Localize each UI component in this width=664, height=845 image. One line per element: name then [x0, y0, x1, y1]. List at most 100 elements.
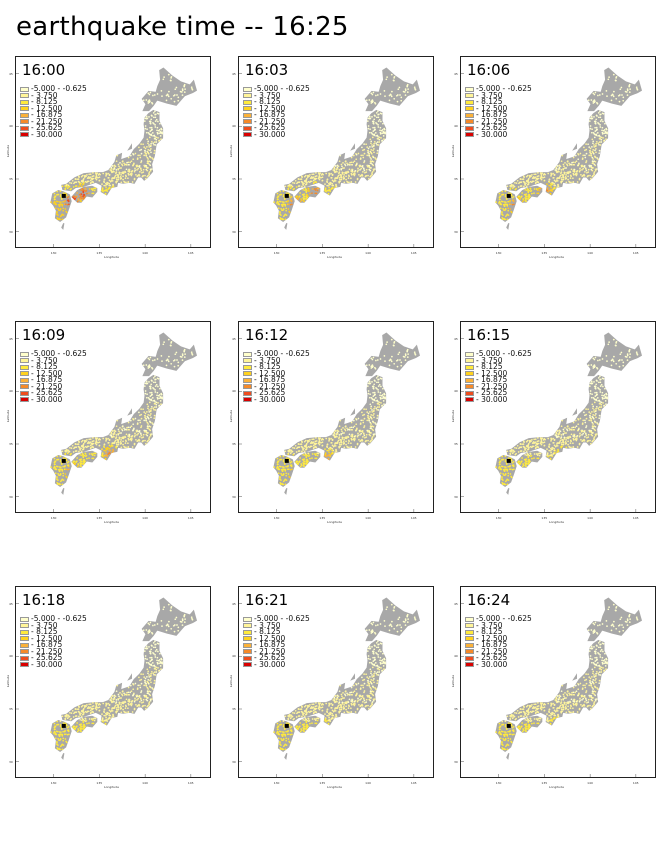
- station-point: [136, 423, 139, 425]
- station-point: [304, 439, 307, 442]
- station-point: [80, 447, 82, 450]
- station-point: [339, 173, 342, 176]
- station-point: [597, 407, 600, 410]
- station-point: [145, 419, 147, 422]
- x-tick-label: 145: [187, 781, 194, 785]
- station-point: [314, 705, 317, 708]
- station-point: [378, 141, 381, 143]
- station-point: [292, 446, 294, 449]
- station-point: [296, 463, 299, 466]
- station-point: [520, 450, 523, 452]
- station-point: [127, 707, 129, 710]
- station-point: [86, 710, 89, 713]
- legend-label: - 21.250: [31, 116, 63, 126]
- station-point: [127, 439, 130, 441]
- station-point: [134, 152, 137, 155]
- station-point: [122, 443, 124, 446]
- station-point: [154, 667, 156, 670]
- station-point: [380, 385, 382, 388]
- station-point: [325, 437, 328, 440]
- station-point: [80, 195, 83, 198]
- station-point: [146, 686, 149, 689]
- land-shape: [284, 488, 288, 495]
- station-point: [139, 149, 141, 152]
- legend: -5.000 - -0.625- 3.750- 8.125- 12.500- 1…: [465, 350, 532, 403]
- station-point: [600, 383, 603, 386]
- land-shape: [350, 143, 356, 151]
- station-point: [499, 468, 502, 471]
- station-point: [298, 185, 301, 187]
- station-point: [586, 171, 588, 174]
- station-point: [119, 162, 121, 164]
- station-point: [120, 446, 123, 449]
- station-point: [564, 178, 567, 180]
- station-point: [132, 423, 135, 426]
- station-point: [149, 652, 152, 655]
- land-shape: [141, 332, 198, 377]
- station-point: [150, 670, 153, 673]
- station-point: [510, 459, 513, 462]
- station-point: [86, 439, 88, 441]
- station-point: [337, 439, 340, 442]
- station-point: [114, 704, 117, 707]
- station-point: [90, 453, 93, 455]
- station-point: [613, 355, 615, 358]
- x-tick-label: 130: [495, 251, 502, 255]
- station-point: [591, 411, 593, 413]
- station-point: [159, 135, 162, 137]
- station-point: [540, 441, 542, 444]
- station-point: [591, 421, 594, 424]
- station-point: [78, 185, 80, 188]
- station-point: [614, 344, 617, 347]
- station-point: [364, 436, 366, 439]
- station-point: [377, 126, 380, 128]
- legend-item: - 16.875: [465, 376, 532, 384]
- station-point: [579, 152, 582, 155]
- station-point: [78, 711, 81, 714]
- station-point: [328, 451, 330, 454]
- station-point: [125, 433, 128, 436]
- station-point: [122, 708, 124, 711]
- station-point: [549, 184, 552, 187]
- station-point: [601, 358, 604, 360]
- station-point: [626, 354, 629, 357]
- station-point: [330, 453, 332, 456]
- station-point: [136, 688, 139, 690]
- station-point: [279, 720, 282, 723]
- station-point: [617, 94, 620, 97]
- station-point: [527, 180, 529, 183]
- station-point: [335, 185, 338, 188]
- station-point: [118, 436, 121, 439]
- station-point: [594, 160, 597, 163]
- station-point: [80, 712, 82, 715]
- station-point: [152, 423, 154, 425]
- station-point: [112, 713, 114, 716]
- station-point: [155, 118, 158, 121]
- station-point: [103, 449, 106, 452]
- station-point: [149, 621, 152, 624]
- station-point: [153, 387, 155, 390]
- station-point: [83, 176, 86, 179]
- station-point: [101, 713, 103, 715]
- station-point: [143, 165, 146, 168]
- station-point: [404, 353, 407, 355]
- station-point: [119, 443, 122, 445]
- station-point: [334, 165, 337, 167]
- station-point: [585, 161, 587, 164]
- station-point: [146, 440, 149, 443]
- station-point: [594, 126, 596, 129]
- station-point: [582, 165, 585, 168]
- station-point: [122, 440, 124, 443]
- station-point: [119, 178, 122, 180]
- station-point: [160, 355, 163, 357]
- station-point: [144, 125, 147, 127]
- station-point: [93, 454, 96, 457]
- station-point: [132, 693, 135, 696]
- station-point: [625, 91, 628, 93]
- station-point: [177, 629, 180, 632]
- station-point: [344, 163, 346, 166]
- station-point: [309, 192, 311, 195]
- station-point: [124, 704, 127, 707]
- station-point: [314, 454, 317, 457]
- station-point: [334, 180, 337, 182]
